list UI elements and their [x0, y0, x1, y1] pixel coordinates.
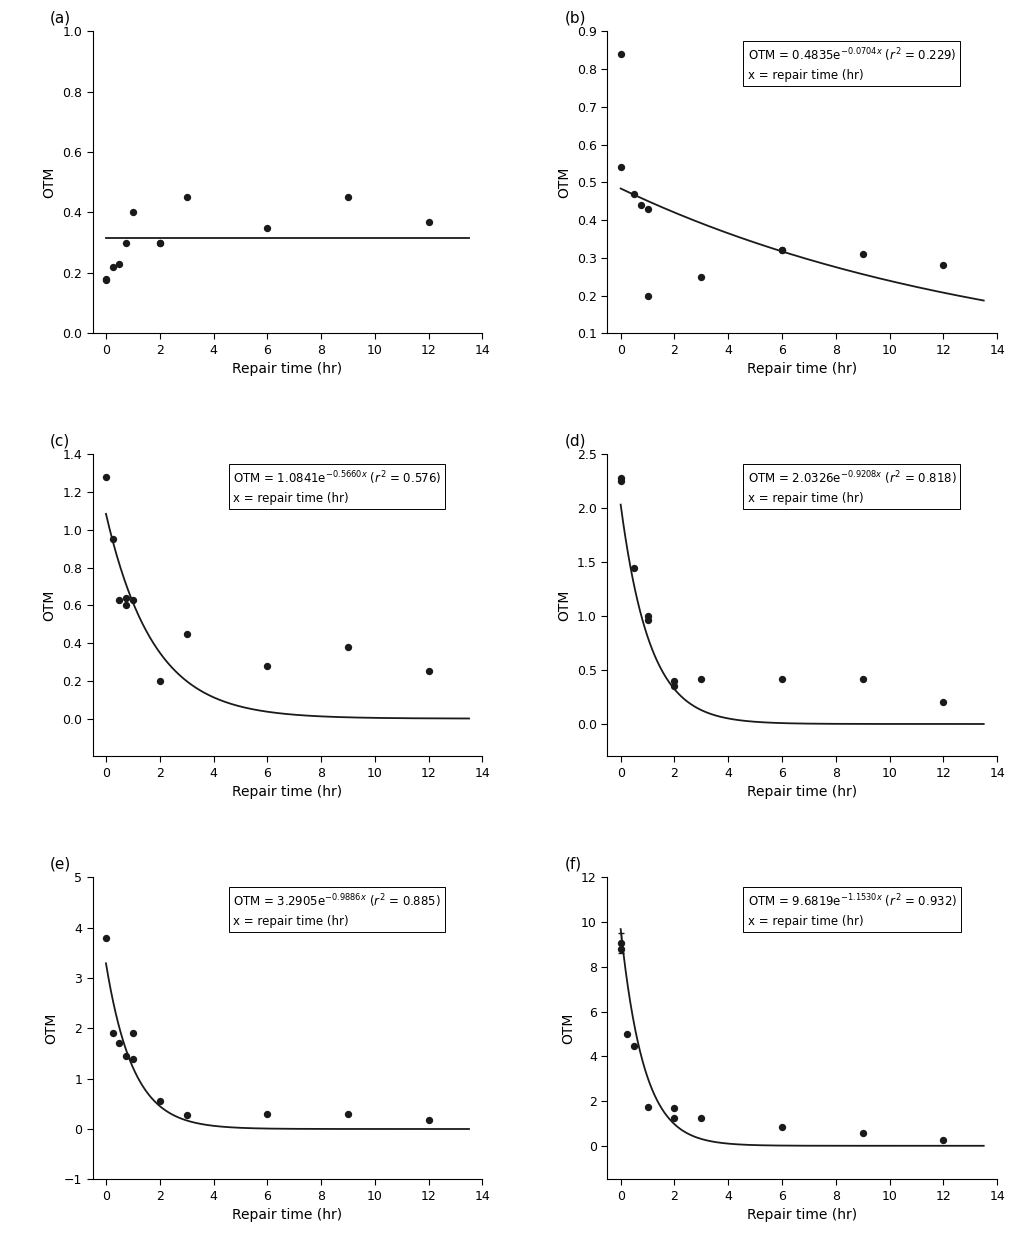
Point — [632, 195, 649, 215]
Y-axis label: OTM: OTM — [557, 166, 572, 198]
Y-axis label: OTM: OTM — [557, 589, 572, 622]
Point — [105, 529, 121, 549]
Point — [639, 610, 656, 630]
Point — [259, 1104, 276, 1124]
Point — [666, 671, 683, 691]
Point — [639, 607, 656, 626]
Text: (b): (b) — [564, 10, 586, 25]
Point — [774, 1117, 791, 1137]
Text: (d): (d) — [564, 433, 586, 448]
Point — [693, 267, 709, 287]
Point — [626, 183, 642, 203]
Point — [118, 595, 135, 615]
Point — [151, 671, 168, 691]
Point — [420, 1109, 437, 1129]
Point — [111, 253, 127, 273]
Point — [626, 1036, 642, 1056]
Point — [774, 241, 791, 261]
Text: OTM = 3.2905e$^{-0.9886x}$ ($r^2$ = 0.885)
x = repair time (hr): OTM = 3.2905e$^{-0.9886x}$ ($r^2$ = 0.88… — [233, 892, 441, 929]
Point — [774, 669, 791, 689]
Point — [420, 661, 437, 681]
Point — [935, 1131, 952, 1151]
Text: OTM = 1.0841e$^{-0.5660x}$ ($r^2$ = 0.576)
x = repair time (hr): OTM = 1.0841e$^{-0.5660x}$ ($r^2$ = 0.57… — [233, 469, 441, 505]
Point — [98, 467, 114, 487]
X-axis label: Repair time (hr): Repair time (hr) — [747, 362, 857, 377]
Point — [179, 187, 195, 207]
Text: (f): (f) — [564, 856, 582, 871]
Point — [613, 938, 629, 958]
Point — [774, 241, 791, 261]
Point — [854, 669, 871, 689]
Y-axis label: OTM: OTM — [44, 1012, 59, 1045]
Point — [854, 1123, 871, 1143]
Point — [935, 256, 952, 276]
Point — [613, 472, 629, 492]
Point — [935, 693, 952, 713]
Point — [151, 232, 168, 252]
Point — [118, 232, 135, 252]
Point — [639, 198, 656, 218]
Point — [118, 588, 135, 608]
Point — [340, 187, 357, 207]
Point — [639, 1097, 656, 1117]
Point — [666, 1098, 683, 1118]
Point — [666, 676, 683, 696]
Point — [179, 1104, 195, 1124]
Text: OTM = 2.0326e$^{-0.9208x}$ ($r^2$ = 0.818)
x = repair time (hr): OTM = 2.0326e$^{-0.9208x}$ ($r^2$ = 0.81… — [747, 469, 956, 505]
Point — [124, 1023, 141, 1043]
X-axis label: Repair time (hr): Repair time (hr) — [232, 785, 342, 799]
Text: OTM = 0.4835e$^{-0.0704x}$ ($r^2$ = 0.229)
x = repair time (hr): OTM = 0.4835e$^{-0.0704x}$ ($r^2$ = 0.22… — [747, 46, 956, 82]
Point — [693, 669, 709, 689]
Point — [111, 589, 127, 609]
Point — [151, 1091, 168, 1111]
Point — [105, 257, 121, 277]
Point — [340, 1104, 357, 1124]
Point — [613, 934, 629, 953]
X-axis label: Repair time (hr): Repair time (hr) — [232, 1208, 342, 1222]
Text: (c): (c) — [49, 433, 70, 448]
Point — [98, 271, 114, 291]
Text: (e): (e) — [49, 856, 71, 871]
Point — [613, 44, 629, 64]
Point — [259, 217, 276, 237]
Point — [619, 1023, 635, 1043]
Point — [179, 624, 195, 644]
Point — [259, 655, 276, 675]
Y-axis label: OTM: OTM — [42, 166, 57, 198]
Text: (a): (a) — [49, 10, 71, 25]
Point — [124, 202, 141, 222]
Point — [639, 286, 656, 306]
X-axis label: Repair time (hr): Repair time (hr) — [232, 362, 342, 377]
Point — [105, 1023, 121, 1043]
Point — [666, 1108, 683, 1128]
Point — [613, 157, 629, 177]
Point — [98, 270, 114, 290]
Point — [626, 558, 642, 578]
Point — [420, 212, 437, 232]
Point — [693, 1108, 709, 1128]
Y-axis label: OTM: OTM — [561, 1012, 576, 1045]
Point — [613, 468, 629, 488]
Point — [118, 1046, 135, 1066]
Point — [854, 245, 871, 265]
Text: OTM = 9.6819e$^{-1.1530x}$ ($r^2$ = 0.932)
x = repair time (hr): OTM = 9.6819e$^{-1.1530x}$ ($r^2$ = 0.93… — [747, 892, 957, 929]
Point — [124, 1048, 141, 1068]
Point — [98, 927, 114, 947]
X-axis label: Repair time (hr): Repair time (hr) — [747, 785, 857, 799]
Point — [124, 589, 141, 609]
Y-axis label: OTM: OTM — [42, 589, 57, 622]
Point — [111, 1033, 127, 1053]
X-axis label: Repair time (hr): Repair time (hr) — [747, 1208, 857, 1222]
Point — [151, 232, 168, 252]
Point — [340, 636, 357, 656]
